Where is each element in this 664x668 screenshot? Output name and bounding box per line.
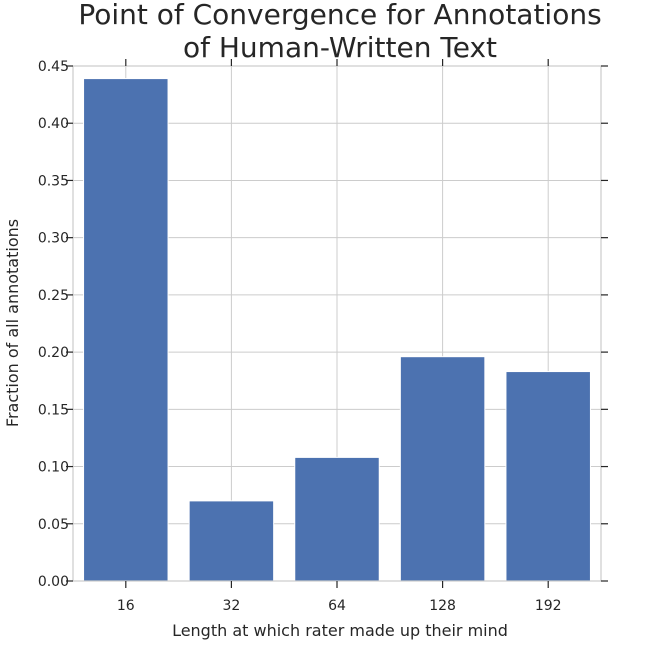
y-tick-label: 0.15 [38,402,69,418]
bar-64 [294,456,380,582]
y-tick-label: 0.35 [38,173,69,189]
y-tick-label: 0.45 [38,59,69,75]
bars-layer [83,78,591,582]
x-axis-label: Length at which rater made up their mind [172,621,508,640]
bar-32 [188,500,275,582]
y-tick-label: 0.30 [38,231,69,247]
x-tick-label: 64 [328,598,346,614]
bar-128 [399,356,486,582]
y-tick-label: 0.00 [38,574,69,590]
bar-16 [83,78,169,582]
x-tick-label: 192 [535,598,562,614]
chart-title-line-2: of Human-Written Text [183,31,497,64]
y-tick-label: 0.05 [38,517,69,533]
y-tick-label: 0.25 [38,288,69,304]
bar-192 [505,371,591,582]
y-tick-label: 0.10 [38,460,69,476]
ticks-layer: 0.00 0.05 0.10 0.15 0.20 0.25 0.30 0.35 0.40 0.45… [38,59,608,614]
y-tick-label: 0.40 [38,116,69,132]
x-tick-label: 128 [429,598,456,614]
y-tick-label: 0.20 [38,345,69,361]
x-tick-label: 32 [222,598,240,614]
x-tick-label: 16 [117,598,135,614]
y-axis-label: Fraction of all annotations [3,219,22,427]
chart-title-line-1: Point of Convergence for Annotations [78,0,601,31]
